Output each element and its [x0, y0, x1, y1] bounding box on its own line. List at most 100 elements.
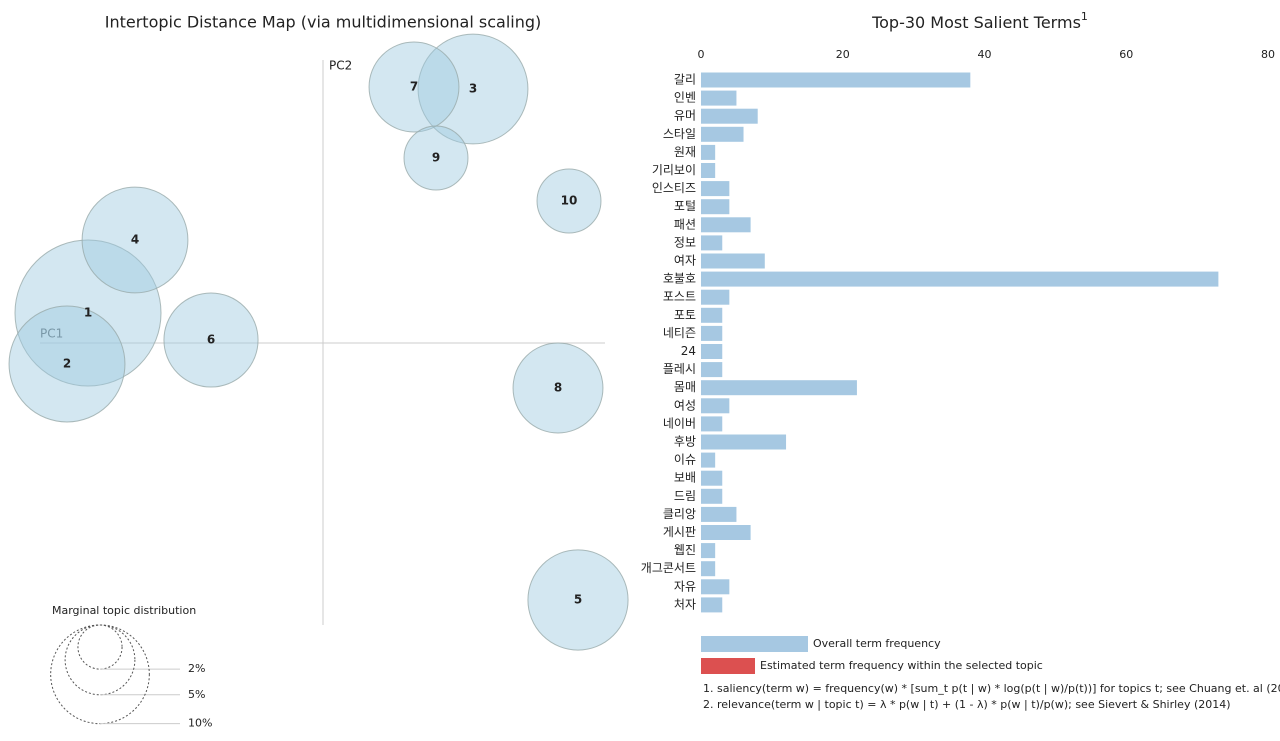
bar: [701, 199, 730, 215]
footnote: 2. relevance(term w | topic t) = λ * p(w…: [703, 698, 1231, 711]
term-label: 네티즌: [663, 326, 696, 340]
bar: [701, 235, 723, 251]
size-legend-label: 10%: [188, 717, 212, 730]
bar: [701, 488, 723, 504]
term-label: 스타일: [663, 127, 696, 141]
term-label: 인스티즈: [652, 181, 696, 195]
topic-label: 8: [554, 381, 562, 395]
size-legend-circle: [77, 624, 123, 670]
term-label: 네이버: [663, 416, 696, 430]
bar: [701, 72, 971, 88]
bar: [701, 416, 723, 432]
term-label: 패션: [674, 217, 696, 231]
term-label: 보배: [674, 471, 696, 485]
size-legend-circle: [50, 624, 150, 725]
pc2-label: PC2: [329, 59, 352, 73]
topic-bubble: [512, 342, 604, 434]
bar: [701, 344, 723, 359]
topic-bubble: [8, 305, 126, 423]
term-label: 인벤: [674, 91, 696, 105]
term-label: 클리앙: [663, 507, 696, 521]
bar: [701, 289, 730, 305]
term-label: 포털: [674, 199, 696, 213]
bar: [701, 362, 723, 378]
term-label: 포스트: [663, 290, 696, 304]
topic-bubble: [536, 168, 602, 234]
bar: [701, 163, 716, 178]
topic-bubble: [417, 33, 529, 145]
bar: [701, 253, 765, 269]
term-label: 여자: [674, 254, 696, 268]
topic-label: 7: [410, 80, 418, 94]
legend-label: Overall term frequency: [813, 637, 941, 650]
terms-title-text: Top-30 Most Salient Terms: [871, 13, 1081, 32]
bar: [701, 325, 723, 341]
bar: [701, 144, 716, 160]
bar: [701, 271, 1219, 287]
bar: [701, 579, 730, 595]
bar: [701, 90, 737, 106]
topic-label: 9: [432, 151, 440, 165]
term-label: 이슈: [674, 453, 696, 467]
x-tick-label: 60: [1119, 48, 1133, 61]
bar: [701, 525, 751, 540]
bar: [701, 506, 737, 522]
x-tick-label: 20: [836, 48, 850, 61]
topic-bubble: [81, 186, 189, 294]
bar: [701, 543, 716, 559]
bar: [701, 217, 751, 233]
term-label: 처자: [674, 597, 696, 611]
term-label: 후방: [674, 435, 696, 449]
topic-label: 5: [574, 593, 582, 607]
topic-bubble: [527, 549, 629, 651]
term-label: 정보: [674, 235, 696, 249]
x-tick-label: 40: [978, 48, 992, 61]
topic-label: 1: [84, 306, 92, 320]
term-label: 24: [681, 344, 696, 358]
topic-label: 4: [131, 233, 139, 247]
footnote: 1. saliency(term w) = frequency(w) * [su…: [703, 682, 1280, 695]
term-label: 호불호: [663, 272, 696, 286]
topic-bubble: [14, 239, 162, 387]
term-label: 플레시: [663, 362, 696, 376]
term-label: 자유: [674, 579, 696, 593]
terms-title: Top-30 Most Salient Terms1: [871, 10, 1088, 32]
bar: [701, 380, 857, 396]
map-title: Intertopic Distance Map (via multidimens…: [105, 13, 542, 32]
topic-bubble: [403, 125, 469, 191]
topic-bubble: [368, 41, 460, 133]
bar: [701, 398, 730, 414]
size-legend-circle: [64, 624, 136, 696]
size-legend-label: 2%: [188, 662, 205, 675]
bar: [701, 434, 787, 450]
term-label: 웹진: [674, 543, 696, 557]
legend-swatch: [701, 636, 808, 652]
bar: [701, 470, 723, 486]
topic-label: 3: [469, 82, 477, 96]
terms-title-note: 1: [1081, 10, 1088, 23]
bar: [701, 181, 730, 197]
term-label: 몸매: [674, 380, 696, 394]
topic-label: 10: [561, 194, 578, 208]
term-label: 드림: [674, 489, 696, 503]
pc1-label: PC1: [40, 327, 63, 341]
x-tick-label: 0: [698, 48, 705, 61]
topic-label: 6: [207, 333, 215, 347]
term-label: 원재: [674, 145, 696, 159]
bar: [701, 597, 723, 613]
size-legend-label: 5%: [188, 688, 205, 701]
bar: [701, 452, 716, 468]
topic-bubble: [163, 292, 259, 388]
term-label: 유머: [674, 109, 696, 123]
legend-swatch: [701, 658, 755, 674]
term-label: 포토: [674, 308, 696, 322]
bar: [701, 561, 716, 577]
bar: [701, 126, 744, 142]
term-label: 갈리: [674, 73, 696, 87]
bar: [701, 307, 723, 323]
legend-label: Estimated term frequency within the sele…: [760, 659, 1043, 672]
topic-label: 2: [63, 357, 71, 371]
size-legend-title: Marginal topic distribution: [52, 604, 196, 617]
term-label: 여성: [674, 398, 696, 412]
